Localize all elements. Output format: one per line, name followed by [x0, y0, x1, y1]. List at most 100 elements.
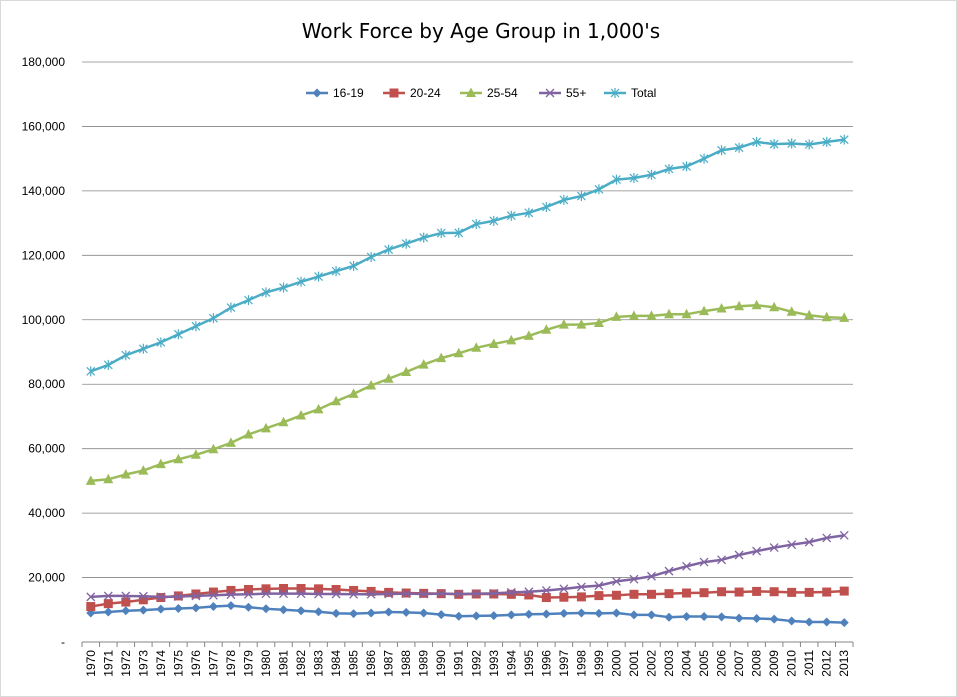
x-tick-label: 1981	[277, 650, 291, 677]
x-tick-label: 1990	[434, 650, 448, 677]
legend-label: Total	[631, 86, 656, 100]
data-point	[401, 589, 411, 599]
y-tick-label: 100,000	[22, 313, 66, 327]
data-point	[558, 319, 569, 329]
y-tick-label: 140,000	[22, 184, 66, 198]
data-point	[787, 587, 797, 597]
data-point	[279, 605, 289, 615]
x-tick-label: 1991	[452, 650, 466, 677]
legend-item: 55+	[539, 86, 586, 100]
data-point	[103, 599, 113, 609]
data-point	[804, 309, 815, 320]
data-point	[576, 582, 586, 592]
data-point	[506, 210, 516, 221]
data-point	[349, 589, 359, 599]
data-point	[488, 338, 499, 348]
data-point	[244, 589, 253, 599]
data-point	[191, 321, 201, 332]
data-point	[734, 550, 744, 560]
data-point	[331, 608, 341, 618]
data-point	[786, 306, 797, 316]
x-tick-label: 1993	[487, 650, 501, 677]
data-point	[489, 611, 499, 621]
x-tick-label: 2002	[644, 650, 658, 677]
data-point	[804, 537, 814, 547]
x-axis-ticks: 1970 1971 1972 1973 1974 1975 1976 1977 1978 1979…	[81, 642, 854, 677]
x-tick-label: 1975	[171, 650, 185, 677]
data-point	[752, 136, 762, 147]
data-point	[769, 587, 779, 597]
data-point	[436, 589, 446, 599]
data-point	[699, 588, 709, 598]
data-point	[103, 473, 114, 484]
data-point	[226, 302, 236, 313]
data-point	[279, 282, 288, 293]
x-tick-label: 1994	[504, 650, 518, 677]
data-point	[226, 585, 236, 595]
data-point	[349, 260, 359, 271]
data-point	[769, 139, 779, 150]
x-tick-label: 2010	[785, 650, 799, 677]
data-point	[734, 613, 744, 623]
data-point	[682, 161, 691, 172]
data-point	[314, 584, 324, 594]
x-tick-label: 1998	[574, 650, 588, 677]
series-line	[90, 604, 845, 624]
data-point	[594, 591, 604, 601]
data-point	[173, 592, 183, 602]
data-point	[121, 597, 131, 607]
data-point	[244, 295, 253, 306]
legend-item: 25-54	[460, 86, 518, 100]
data-point	[524, 609, 534, 619]
x-tick-label: 2012	[820, 650, 834, 677]
data-point	[349, 585, 359, 595]
data-point	[120, 468, 131, 479]
x-tick-label: 2007	[732, 650, 746, 677]
data-point	[628, 310, 639, 320]
x-tick-label: 1973	[136, 650, 150, 677]
x-tick-label: 1996	[539, 650, 553, 677]
data-point	[822, 136, 832, 147]
x-tick-label: 1992	[469, 650, 483, 677]
data-point	[664, 566, 674, 576]
data-point	[225, 437, 236, 447]
data-point	[156, 604, 166, 614]
x-tick-label: 1980	[259, 650, 273, 677]
data-point	[331, 584, 341, 594]
x-tick-label: 2009	[767, 650, 781, 677]
data-point	[559, 584, 569, 594]
data-point	[314, 607, 324, 617]
data-point	[734, 300, 745, 311]
x-tick-label: 1982	[294, 650, 308, 677]
series-layer	[85, 134, 850, 628]
data-point	[85, 475, 96, 485]
data-point	[506, 334, 517, 345]
data-point	[366, 589, 376, 599]
data-point	[611, 576, 621, 586]
data-point	[664, 163, 674, 174]
data-point	[466, 87, 476, 97]
data-point	[576, 191, 586, 202]
data-point	[86, 366, 96, 377]
data-point	[545, 88, 555, 98]
data-point	[646, 589, 656, 599]
data-point	[506, 610, 516, 620]
data-point	[383, 373, 394, 383]
data-point	[734, 142, 744, 153]
data-point	[594, 608, 604, 618]
data-point	[787, 540, 797, 550]
data-point	[699, 557, 709, 567]
data-point	[418, 359, 429, 369]
x-tick-label: 1999	[592, 650, 606, 677]
data-point	[86, 592, 96, 602]
series-line	[90, 304, 845, 483]
data-point	[804, 139, 814, 150]
data-point	[839, 586, 849, 596]
legend-item: Total	[604, 86, 656, 100]
data-point	[384, 589, 394, 599]
data-point	[804, 587, 814, 597]
data-point	[839, 618, 849, 628]
data-point	[366, 251, 376, 262]
series-total	[86, 134, 849, 377]
data-point	[769, 543, 779, 553]
